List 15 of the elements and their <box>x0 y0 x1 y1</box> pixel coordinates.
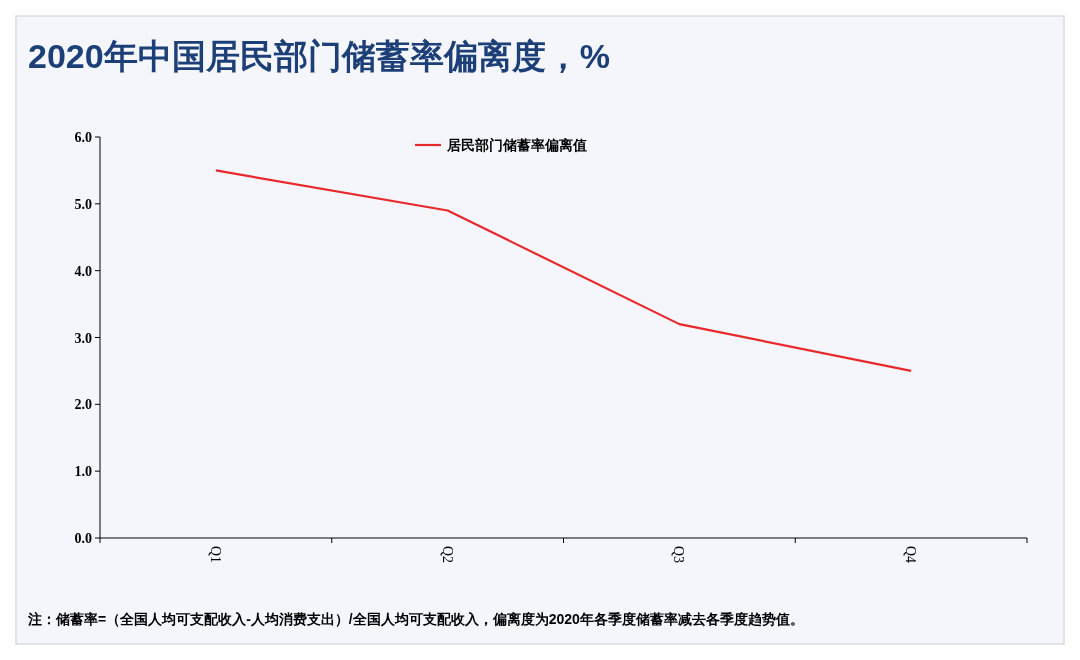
x-tick-label: Q3 <box>671 546 687 564</box>
y-tick-label: 2.0 <box>74 397 92 413</box>
y-tick-label: 5.0 <box>74 196 92 212</box>
y-tick-label: 3.0 <box>74 330 92 346</box>
x-tick-label: Q2 <box>439 546 455 564</box>
chart-title: 2020年中国居民部门储蓄率偏离度，% <box>28 37 610 75</box>
x-tick-label: Q1 <box>207 546 223 564</box>
y-tick-label: 0.0 <box>74 531 92 546</box>
y-tick-label: 4.0 <box>74 263 92 279</box>
y-tick-label: 1.0 <box>74 464 92 480</box>
y-tick-label: 6.0 <box>74 130 92 145</box>
text: 注：储蓄率=（全国人均可支配收入-人均消费支出）/全国人均可支配收入，偏离度为2020年各季度储蓄率减去各季度趋势值。 <box>27 611 804 627</box>
x-tick-label: Q4 <box>903 546 919 564</box>
legend-label: 居民部门储蓄率偏离值 <box>446 137 587 153</box>
legend: 居民部门储蓄率偏离值 <box>415 138 587 153</box>
